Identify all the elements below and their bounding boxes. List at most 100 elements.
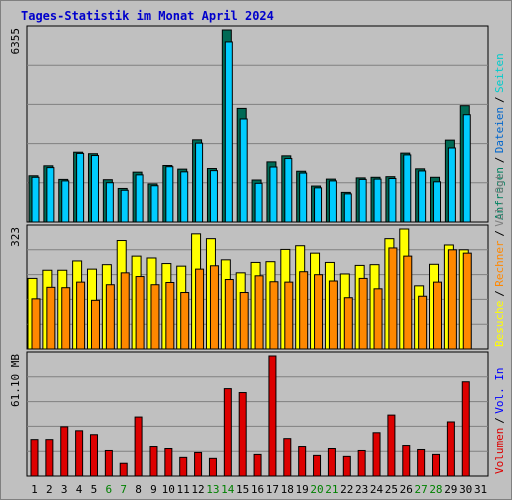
bar-rechner bbox=[105, 284, 115, 350]
bar-rechner bbox=[433, 281, 443, 350]
bar-rechner bbox=[269, 281, 279, 350]
bar-dateien bbox=[239, 118, 248, 223]
bar-rechner bbox=[284, 281, 294, 350]
bar-volumen bbox=[104, 449, 113, 477]
bar-dateien bbox=[269, 166, 278, 223]
bar-dateien bbox=[447, 147, 456, 223]
max-label-visits: 323 bbox=[9, 227, 22, 247]
x-tick-label: 26 bbox=[400, 483, 413, 496]
bar-rechner bbox=[46, 286, 56, 350]
x-tick-label: 2 bbox=[46, 483, 53, 496]
bar-dateien bbox=[46, 167, 55, 223]
bar-dateien bbox=[195, 142, 204, 223]
bar-volumen bbox=[387, 414, 396, 477]
bar-rechner bbox=[31, 298, 41, 350]
bar-dateien bbox=[388, 177, 397, 223]
bar-rechner bbox=[358, 277, 368, 350]
bar-volumen bbox=[372, 432, 381, 477]
bar-rechner bbox=[76, 281, 86, 350]
legend-vol-out: Vol. Out bbox=[493, 174, 506, 227]
bar-dateien bbox=[150, 185, 159, 223]
x-tick-label: 28 bbox=[429, 483, 442, 496]
bar-dateien bbox=[61, 180, 70, 223]
legend-separator: / bbox=[493, 96, 506, 103]
x-tick-label: 15 bbox=[236, 483, 249, 496]
bar-volumen bbox=[298, 446, 307, 477]
bar-rechner bbox=[90, 299, 100, 350]
bar-dateien bbox=[135, 174, 144, 223]
x-tick-label: 14 bbox=[221, 483, 235, 496]
bar-rechner bbox=[299, 271, 309, 350]
bar-volumen bbox=[134, 416, 143, 477]
bar-volumen bbox=[194, 451, 203, 477]
x-tick-label: 24 bbox=[370, 483, 384, 496]
bar-dateien bbox=[299, 172, 308, 223]
legend-separator: / bbox=[493, 417, 506, 424]
bar-volumen bbox=[417, 448, 426, 477]
x-tick-label: 1 bbox=[31, 483, 38, 496]
x-tick-label: 20 bbox=[310, 483, 323, 496]
bar-volumen bbox=[179, 456, 188, 477]
x-tick-label: 12 bbox=[191, 483, 204, 496]
bar-rechner bbox=[328, 280, 338, 350]
x-tick-label: 7 bbox=[120, 483, 127, 496]
bar-volumen bbox=[253, 453, 262, 477]
legend-volumen: Volumen bbox=[493, 428, 506, 474]
bar-dateien bbox=[433, 181, 442, 223]
x-tick-label: 19 bbox=[295, 483, 308, 496]
legend-seiten: Seiten bbox=[493, 53, 506, 93]
page-title: Tages-Statistik im Monat April 2024 bbox=[21, 9, 274, 23]
x-tick-label: 30 bbox=[459, 483, 472, 496]
bar-dateien bbox=[343, 193, 352, 223]
bar-volumen bbox=[357, 449, 366, 477]
bar-rechner bbox=[209, 265, 219, 350]
legend-separator: / bbox=[493, 290, 506, 297]
bar-dateien bbox=[462, 114, 471, 223]
x-tick-label: 25 bbox=[385, 483, 398, 496]
bar-volumen bbox=[283, 438, 292, 477]
bar-dateien bbox=[76, 152, 85, 223]
bar-volumen bbox=[208, 457, 217, 477]
bar-volumen bbox=[30, 439, 39, 477]
bar-rechner bbox=[165, 281, 175, 350]
x-tick-label: 17 bbox=[266, 483, 279, 496]
bar-dateien bbox=[180, 171, 189, 223]
x-tick-label: 27 bbox=[414, 483, 427, 496]
bar-rechner bbox=[462, 252, 472, 350]
bar-dateien bbox=[418, 170, 427, 223]
bar-volumen bbox=[268, 355, 277, 477]
bar-dateien bbox=[31, 176, 40, 223]
bar-rechner bbox=[224, 279, 234, 350]
bar-volumen bbox=[327, 448, 336, 477]
bar-rechner bbox=[120, 272, 130, 350]
x-tick-label: 21 bbox=[325, 483, 338, 496]
legend-besuche: Besuche bbox=[493, 301, 506, 347]
max-label-volume: 61.10 MB bbox=[9, 354, 22, 407]
x-tick-label: 5 bbox=[91, 483, 98, 496]
bar-dateien bbox=[165, 166, 174, 223]
x-tick-label: 4 bbox=[76, 483, 83, 496]
x-tick-label: 22 bbox=[340, 483, 353, 496]
x-tick-label: 29 bbox=[444, 483, 457, 496]
bar-rechner bbox=[254, 275, 264, 350]
bar-rechner bbox=[343, 297, 353, 350]
bar-rechner bbox=[180, 292, 190, 350]
bar-rechner bbox=[418, 295, 428, 350]
bar-volumen bbox=[461, 381, 470, 477]
x-tick-label: 16 bbox=[251, 483, 264, 496]
bar-volumen bbox=[223, 388, 232, 477]
x-tick-label: 3 bbox=[61, 483, 68, 496]
legend-vol-in: Vol. In bbox=[493, 367, 506, 413]
bar-dateien bbox=[105, 182, 114, 223]
bar-volumen bbox=[342, 455, 351, 477]
bar-rechner bbox=[447, 249, 457, 350]
bar-dateien bbox=[120, 189, 129, 223]
x-tick-label: 10 bbox=[162, 483, 175, 496]
bar-rechner bbox=[403, 255, 413, 350]
bar-dateien bbox=[314, 187, 323, 223]
x-tick-label: 11 bbox=[177, 483, 190, 496]
bar-dateien bbox=[209, 170, 218, 223]
legend-separator: / bbox=[493, 230, 506, 237]
legend-dateien: Dateien bbox=[493, 107, 506, 153]
bar-volumen bbox=[432, 453, 441, 477]
